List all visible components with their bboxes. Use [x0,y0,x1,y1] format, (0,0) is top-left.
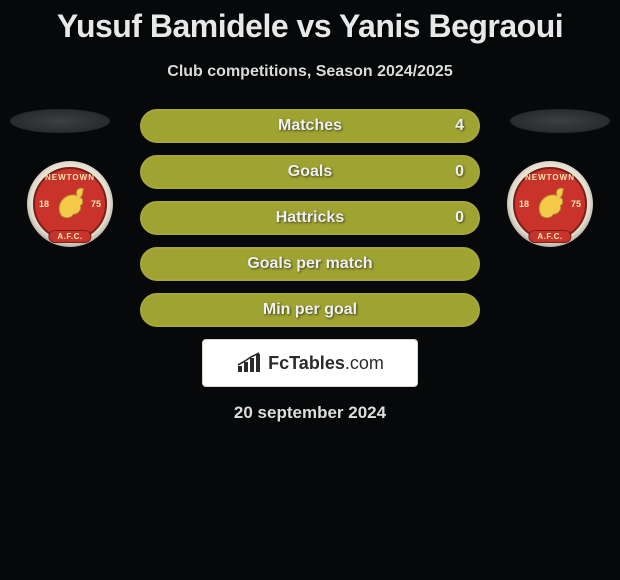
stat-row-goals: Goals 0 [140,155,480,189]
player-shadow-left [10,109,110,133]
stat-label: Goals [288,163,332,181]
badge-year-right: 75 [91,199,101,209]
stat-label: Matches [278,117,342,135]
stat-row-matches: Matches 4 [140,109,480,143]
brand-logo[interactable]: FcTables.com [202,339,418,387]
brand-name: FcTables [268,353,345,373]
stats-area: NEWTOWN 18 75 A.F.C. NEWTOWN 18 75 A.F.C… [0,109,620,327]
stat-row-goals-per-match: Goals per match [140,247,480,281]
badge-year-left: 18 [519,199,529,209]
griffin-icon [53,185,87,223]
badge-top-text: NEWTOWN [35,173,105,182]
griffin-icon [533,185,567,223]
stat-value: 0 [455,209,464,227]
badge-year-left: 18 [39,199,49,209]
stat-label: Hattricks [276,209,344,227]
player-shadow-right [510,109,610,133]
brand-domain: .com [345,353,384,373]
stat-row-hattricks: Hattricks 0 [140,201,480,235]
stat-label: Goals per match [247,255,372,273]
club-badge-left: NEWTOWN 18 75 A.F.C. [20,161,120,247]
page-title: Yusuf Bamidele vs Yanis Begraoui [0,0,620,45]
bar-chart-icon [236,352,264,374]
stat-value: 0 [455,163,464,181]
date-text: 20 september 2024 [0,403,620,423]
badge-ribbon: A.F.C. [48,230,91,243]
brand-text: FcTables.com [268,353,384,374]
subtitle: Club competitions, Season 2024/2025 [0,63,620,81]
badge-year-right: 75 [571,199,581,209]
stat-label: Min per goal [263,301,357,319]
badge-top-text: NEWTOWN [515,173,585,182]
stat-value: 4 [455,117,464,135]
stat-row-min-per-goal: Min per goal [140,293,480,327]
badge-ribbon: A.F.C. [528,230,571,243]
club-badge-right: NEWTOWN 18 75 A.F.C. [500,161,600,247]
